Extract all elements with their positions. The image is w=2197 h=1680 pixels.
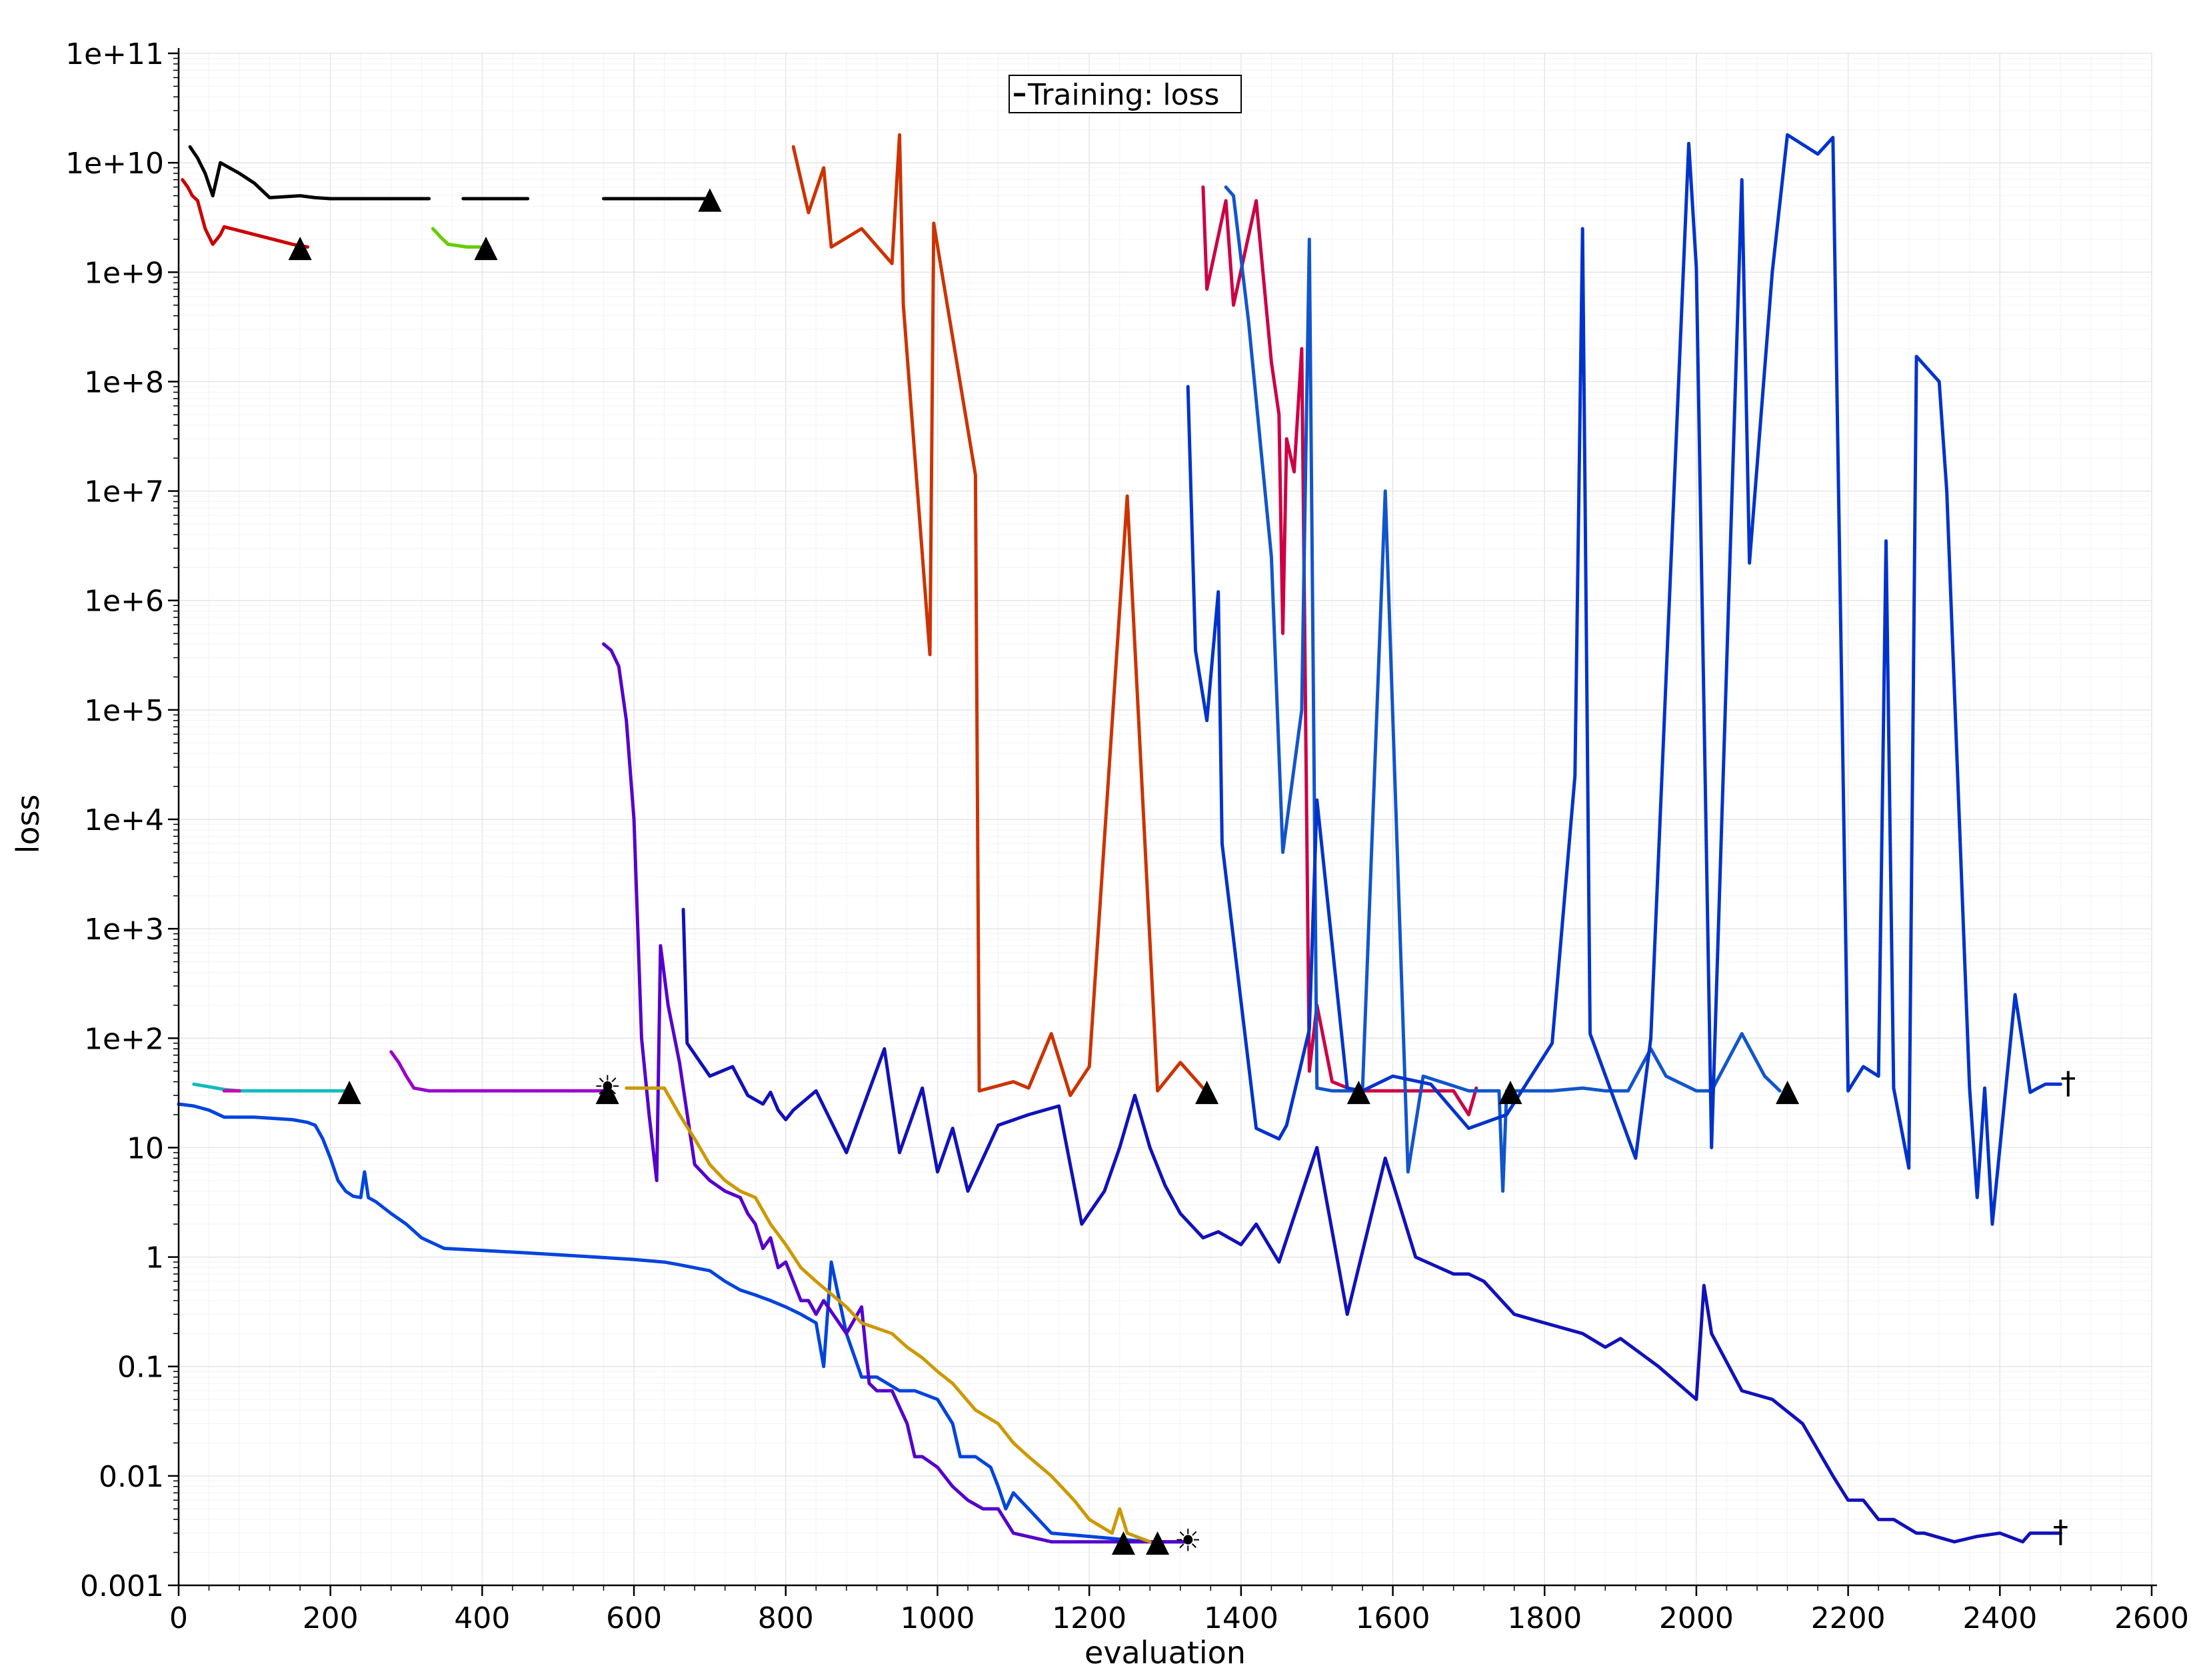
- marker: ☀: [594, 1069, 621, 1105]
- marker: ▲: [698, 179, 722, 215]
- y-axis-title: loss: [10, 795, 46, 854]
- x-tick-label: 0: [169, 1601, 188, 1635]
- y-tick-label: 1e+4: [84, 803, 164, 837]
- y-tick-label: 1e+2: [84, 1022, 164, 1056]
- x-tick-label: 1800: [1507, 1601, 1582, 1635]
- x-tick-label: 200: [303, 1601, 359, 1635]
- x-tick-label: 400: [454, 1601, 510, 1635]
- y-tick-label: 1e+5: [84, 694, 164, 728]
- y-tick-label: 1e+6: [84, 585, 164, 619]
- y-tick-label: 0.1: [117, 1351, 164, 1385]
- axes: 0 200 400 600 800 1000 1200 1400 1600 1800 2000 220…: [65, 37, 2189, 1635]
- y-tick-label: 1e+3: [84, 913, 164, 947]
- series-group: [177, 133, 2062, 1544]
- x-tick-label: 2000: [1659, 1601, 1734, 1635]
- x-tick-label: 1600: [1356, 1601, 1430, 1635]
- y-tick-label: 1e+9: [84, 256, 164, 290]
- marker: ▲: [1195, 1071, 1219, 1107]
- x-tick-label: 2400: [1962, 1601, 2037, 1635]
- y-tick-label: 1e+7: [84, 475, 164, 509]
- series-line-purple: [389, 1050, 605, 1093]
- series-line-blue-low: [177, 1102, 1190, 1544]
- series-line-dark-blue: [681, 907, 2062, 1544]
- y-tick-label: 10: [127, 1131, 164, 1165]
- marker: †: [2060, 1065, 2076, 1101]
- series-line-gold: [625, 1086, 1152, 1544]
- marker: ▲: [1776, 1071, 1800, 1107]
- x-tick-label: 600: [606, 1601, 662, 1635]
- x-tick-label: 800: [758, 1601, 814, 1635]
- y-tick-label: 1: [145, 1241, 164, 1275]
- series-line-red: [181, 178, 309, 249]
- x-tick-label: 1400: [1204, 1601, 1278, 1635]
- marker: †: [2053, 1514, 2068, 1550]
- legend-box: [1009, 75, 1242, 113]
- y-tick-label: 0.001: [80, 1569, 164, 1603]
- series-line-black: [188, 145, 431, 201]
- legend: Training: loss: [1009, 75, 1242, 113]
- marker: ▲: [474, 227, 498, 263]
- series-line-violet: [602, 642, 1190, 1544]
- marker: ▲: [337, 1071, 361, 1107]
- y-tick-label: 1e+10: [65, 147, 164, 181]
- marker: ▲: [1347, 1071, 1371, 1107]
- marker-group: ▲ ▲▲▲ ▲☀ ▲ ▲ ▲ ▲▲ ▲ ☀††: [288, 179, 2076, 1559]
- marker: ▲: [1112, 1523, 1136, 1559]
- legend-label: Training: loss: [1027, 78, 1219, 112]
- x-tick-label: 1000: [900, 1601, 975, 1635]
- y-tick-label: 1e+8: [84, 365, 164, 399]
- series-line-orange: [791, 133, 1205, 1097]
- x-tick-label: 1200: [1052, 1601, 1126, 1635]
- marker: ▲: [1498, 1071, 1522, 1107]
- y-tick-label: 0.01: [99, 1460, 164, 1494]
- marker: ☀: [1174, 1523, 1202, 1559]
- y-tick-label: 1e+11: [65, 37, 164, 71]
- x-axis-title: evaluation: [1085, 1635, 1246, 1671]
- series-line-green: [431, 227, 492, 249]
- x-tick-label: 2600: [2114, 1601, 2189, 1635]
- marker: ▲: [596, 1071, 620, 1107]
- marker: ▲: [288, 227, 312, 263]
- marker: ▲: [1146, 1523, 1170, 1559]
- x-tick-label: 2200: [1811, 1601, 1886, 1635]
- series-line-royal-blue: [1186, 133, 2062, 1226]
- series-line-mid-blue: [1224, 185, 1782, 1193]
